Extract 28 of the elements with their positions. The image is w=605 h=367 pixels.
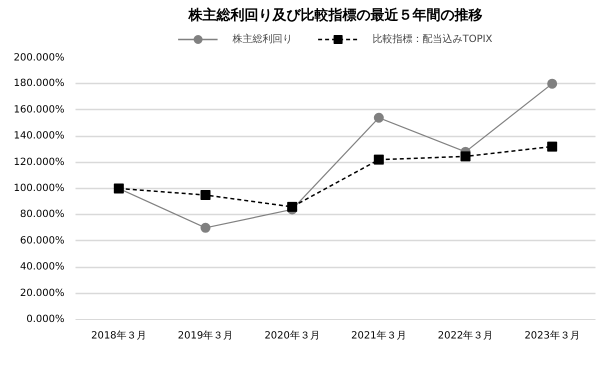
y-tick-label: 0.000% xyxy=(26,314,65,325)
x-tick-label: 2021年３月 xyxy=(351,330,407,342)
x-tick-label: 2019年３月 xyxy=(178,330,234,342)
point xyxy=(200,222,210,233)
x-tick-label: 2023年３月 xyxy=(524,330,580,342)
point xyxy=(547,78,558,89)
x-tick-label: 2020年３月 xyxy=(264,330,320,342)
y-tick-label: 140.000% xyxy=(14,130,65,142)
y-tick-label: 40.000% xyxy=(20,262,65,273)
point xyxy=(374,112,384,123)
y-tick-label: 80.000% xyxy=(20,209,65,220)
point xyxy=(374,154,384,165)
y-tick-label: 180.000% xyxy=(14,78,65,90)
y-tick-label: 200.000% xyxy=(14,52,65,64)
y-tick-label: 100.000% xyxy=(14,183,65,194)
y-tick-label: 60.000% xyxy=(20,235,65,246)
x-tick-label: 2022年３月 xyxy=(438,330,494,342)
y-tick-label: 120.000% xyxy=(14,156,65,168)
point xyxy=(547,142,558,152)
y-tick-label: 20.000% xyxy=(20,288,65,299)
legend-label: 株主総利回り xyxy=(232,32,293,46)
point xyxy=(200,190,210,200)
point xyxy=(287,202,298,212)
x-tick-label: 2018年３月 xyxy=(91,330,147,342)
chart-title: 株主総利回り及び比較指標の最近５年間の推移 xyxy=(188,6,482,24)
legend-label: 比較指標：配当込みTOPIX xyxy=(372,32,492,46)
point xyxy=(460,151,470,162)
y-tick-label: 160.000% xyxy=(14,104,65,116)
